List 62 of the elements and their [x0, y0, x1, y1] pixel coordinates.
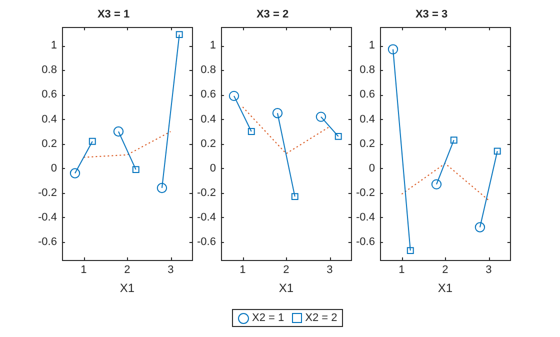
- legend-label: X2 = 2: [304, 312, 338, 324]
- y-tick-label: 0.4: [360, 113, 375, 126]
- legend-label: X2 = 1: [251, 312, 284, 324]
- y-tick-label: 0.8: [200, 64, 216, 76]
- y-tick-label: 0.8: [42, 64, 57, 76]
- y-tick-label: 1: [50, 40, 57, 52]
- y-tick-label: -0.4: [38, 211, 57, 224]
- x-axis-title: X1: [438, 281, 453, 296]
- y-tick-label: 0.2: [360, 138, 375, 150]
- x-axis-title: X1: [278, 281, 294, 296]
- y-tick-label: 0.6: [360, 88, 375, 101]
- y-tick-label: -0.6: [196, 236, 216, 248]
- y-tick-label: 1: [368, 40, 375, 52]
- point: [334, 132, 342, 140]
- x-tick-label: 3: [486, 264, 492, 276]
- y-tick-label: 1: [210, 40, 216, 52]
- point: [431, 179, 442, 190]
- y-tick-label: 0.8: [360, 64, 375, 76]
- y-tick-label: -0.4: [196, 211, 216, 224]
- point: [388, 44, 398, 54]
- point: [228, 90, 240, 102]
- chart-title: X3 = 1: [97, 8, 130, 21]
- y-tick-label: -0.4: [356, 211, 375, 224]
- chart-title: X3 = 2: [256, 8, 289, 21]
- y-tick-label: -0.2: [196, 186, 216, 199]
- point: [88, 138, 96, 145]
- point: [176, 31, 183, 38]
- point: [272, 108, 283, 118]
- y-tick-label: -0.6: [38, 236, 57, 248]
- point: [316, 112, 326, 122]
- y-tick-label: 0.6: [200, 88, 216, 101]
- point: [248, 128, 255, 135]
- point: [291, 193, 298, 200]
- chart-title: X3 = 3: [415, 8, 448, 21]
- x-axis-title: X1: [120, 281, 135, 296]
- point: [406, 247, 414, 254]
- y-tick-label: -0.2: [38, 186, 57, 199]
- point: [70, 168, 80, 178]
- y-tick-label: -0.6: [356, 236, 375, 248]
- x-tick-label: 1: [240, 264, 246, 276]
- y-tick-label: 0.6: [42, 88, 57, 101]
- y-tick-label: 0: [50, 162, 57, 174]
- point: [113, 126, 124, 137]
- y-tick-label: 0: [210, 162, 216, 174]
- point: [132, 166, 140, 174]
- y-tick-label: 0.2: [42, 138, 57, 150]
- x-tick-label: 3: [326, 264, 333, 276]
- point: [156, 182, 168, 194]
- x-tick-label: 2: [442, 264, 448, 276]
- y-tick-label: 0.4: [200, 113, 216, 126]
- x-tick-label: 2: [283, 264, 290, 276]
- y-tick-label: -0.2: [356, 186, 375, 199]
- y-tick-label: 0.2: [200, 138, 216, 150]
- point: [494, 148, 501, 155]
- x-tick-label: 3: [168, 264, 174, 276]
- x-tick-label: 1: [398, 264, 405, 276]
- x-tick-label: 1: [80, 264, 87, 276]
- point: [474, 222, 486, 232]
- point: [450, 136, 458, 144]
- y-tick-label: 0.4: [42, 113, 57, 126]
- y-tick-label: 0: [368, 162, 375, 174]
- x-tick-label: 2: [124, 264, 130, 276]
